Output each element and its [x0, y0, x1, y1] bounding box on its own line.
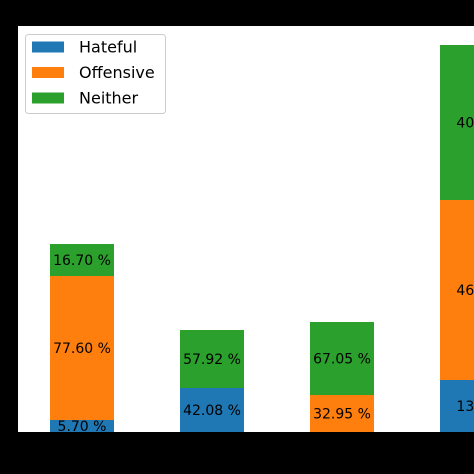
bar-segment: [440, 200, 474, 380]
bar-segment: [310, 395, 374, 432]
value-label: 32.95 %: [313, 407, 371, 423]
legend-label: Neither: [79, 89, 139, 108]
bar-segment: [50, 420, 114, 432]
value-label: 67.05 %: [313, 352, 371, 368]
bar-segment: [310, 322, 374, 395]
legend-swatch: [32, 92, 64, 104]
legend-swatch: [32, 67, 64, 78]
bar-segment: [440, 45, 474, 200]
value-label: 40.2: [456, 116, 474, 132]
value-label: 46.3: [456, 283, 474, 299]
value-label: 42.08 %: [183, 403, 241, 419]
bar-segment: [440, 380, 474, 432]
value-label: 77.60 %: [53, 341, 111, 357]
bar-segment: [50, 276, 114, 420]
value-label: 5.70 %: [58, 419, 107, 435]
legend-label: Hateful: [79, 38, 137, 57]
bar-segment: [50, 244, 114, 276]
value-label: 13.4: [456, 399, 474, 415]
legend-label: Offensive: [79, 63, 155, 82]
legend-swatch: [32, 41, 64, 53]
bar-segment: [180, 330, 244, 388]
value-label: 57.92 %: [183, 352, 241, 368]
value-label: 16.70 %: [53, 253, 111, 269]
bar-segment: [180, 388, 244, 432]
